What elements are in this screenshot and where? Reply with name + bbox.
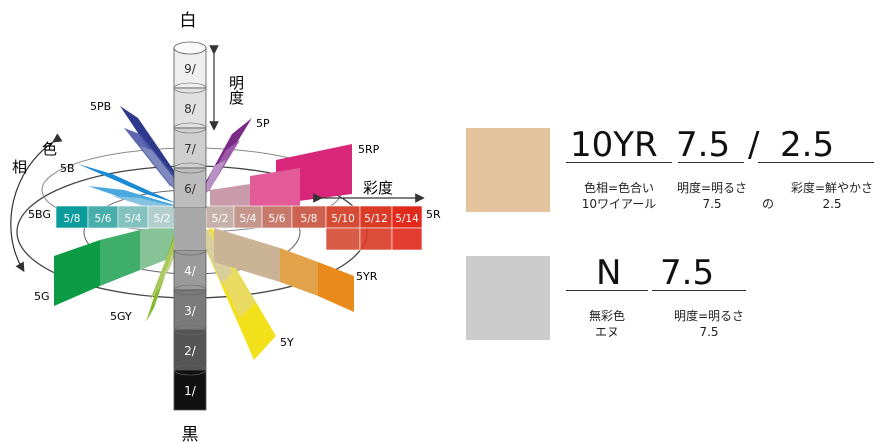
- hue-label-5p: 5P: [256, 117, 270, 130]
- value-segment-rim: [173, 162, 207, 174]
- notation-value-7-5: 7.5: [676, 125, 731, 165]
- hue-arc-arrow: [10, 133, 63, 273]
- caption-neutral-value: 明度=明るさ 7.5: [664, 308, 754, 340]
- value-segment-rim: [173, 82, 207, 94]
- underline-value: [678, 162, 744, 163]
- caption-hue-line1: 色相=色合い: [583, 181, 655, 195]
- caption-neutral-hue: 無彩色 エヌ: [566, 308, 648, 340]
- value-segment-rim: [173, 364, 207, 376]
- chroma-cell-label: 5/8: [64, 213, 81, 225]
- caption-value-line2: 7.5: [702, 197, 722, 211]
- caption-chroma-line1: 彩度=鮮やかさ: [790, 181, 874, 195]
- lightness-label: 明度: [227, 75, 245, 105]
- chroma-cell-label: 5/12: [364, 213, 388, 225]
- hue-label-5r: 5R: [426, 208, 441, 221]
- caption-chroma-line2: 2.5: [822, 197, 842, 211]
- value-segment-rim: [173, 324, 207, 336]
- hue-label-5gy: 5GY: [110, 310, 132, 323]
- notation-value-7-5-neutral: 7.5: [660, 253, 715, 293]
- blade-5p: [198, 118, 252, 198]
- chroma-cell-label: 5/2: [212, 213, 229, 225]
- chroma-cell-label: 5/6: [269, 213, 286, 225]
- caption-hue-line2: 10ワイアール: [581, 197, 657, 211]
- value-step-label: 3/: [184, 304, 197, 318]
- blade-5yr: [214, 228, 354, 312]
- value-segment-6: [173, 167, 207, 209]
- black-label: 黒: [182, 425, 199, 443]
- value-segment-8: [173, 87, 207, 129]
- value-column: 9/8/7/6/4/3/2/1/: [173, 41, 207, 411]
- value-step-label: 1/: [184, 384, 197, 398]
- hue-label-5bg: 5BG: [28, 208, 51, 221]
- chroma-cell-label: 5/6: [95, 213, 112, 225]
- notation-hue-10yr: 10YR: [570, 125, 658, 165]
- hue-label-5b: 5B: [60, 162, 75, 175]
- notation-chroma-2-5: 2.5: [780, 125, 835, 165]
- value-step-label: 8/: [184, 102, 197, 116]
- connector-no: の: [761, 197, 774, 211]
- chroma-row-5r: 5/2 5/4 5/6 5/8 5/10 5/12 5/14: [205, 205, 423, 251]
- value-step-label: 6/: [184, 182, 197, 196]
- hue-label-char-2: 相: [12, 158, 27, 176]
- chroma-cell-side: [325, 227, 361, 251]
- white-label: 白: [180, 11, 197, 31]
- value-segment-7: [173, 127, 207, 169]
- hue-label-5y: 5Y: [280, 336, 294, 349]
- notation-hue-n: N: [596, 253, 622, 293]
- chroma-cell-label: 5/8: [301, 213, 318, 225]
- value-step-label: 4/: [184, 264, 197, 278]
- blade-5rp: [210, 144, 352, 214]
- chroma-cell-label: 5/2: [154, 213, 171, 225]
- hue-label-5yr: 5YR: [356, 270, 378, 283]
- value-segment-3: [173, 289, 207, 331]
- hue-label-char-1: 色: [42, 140, 57, 158]
- value-step-label: 9/: [184, 62, 197, 76]
- hue-label-5g: 5G: [34, 290, 50, 303]
- value-step-label: 2/: [184, 344, 197, 358]
- underline-neutral-hue: [566, 290, 648, 291]
- hue-label-5pb: 5PB: [90, 100, 111, 113]
- chroma-label: 彩度: [363, 179, 393, 197]
- caption-neutral-hue-line1: 無彩色: [588, 309, 625, 323]
- caption-chroma: 彩度=鮮やかさ 2.5: [784, 180, 880, 212]
- chroma-cell-label: 5/14: [395, 213, 419, 225]
- chroma-cell-label: 5/10: [331, 213, 355, 225]
- caption-hue: 色相=色合い 10ワイアール: [566, 180, 672, 212]
- notation-slash: /: [748, 125, 760, 165]
- caption-neutral-value-line2: 7.5: [699, 325, 719, 339]
- value-segment-rim: [173, 122, 207, 134]
- value-step-label: 7/: [184, 142, 197, 156]
- column-top-cap: [173, 41, 207, 55]
- chroma-cell-label: 5/4: [125, 213, 142, 225]
- value-segment-5: [174, 208, 206, 250]
- value-segment-rim: [173, 284, 207, 296]
- value-segment-1: [173, 369, 207, 411]
- caption-neutral-hue-line2: エヌ: [594, 325, 619, 339]
- chroma-cell-side: [391, 227, 423, 251]
- underline-hue: [566, 162, 672, 163]
- value-segment-9: [173, 47, 207, 89]
- underline-neutral-value: [652, 290, 746, 291]
- blade-5b: [78, 164, 180, 208]
- swatch-neutral: [466, 256, 550, 340]
- swatch-10yr: [466, 128, 550, 212]
- caption-value: 明度=明るさ 7.5: [672, 180, 752, 212]
- munsell-color-solid-diagram: 5/2 5/4 5/6 5/8 5/10 5/12 5/14 5/8 5/6 5/4 5/2 9/…: [10, 11, 441, 443]
- caption-value-line1: 明度=明るさ: [676, 181, 748, 195]
- chroma-row-5bg: 5/8 5/6 5/4 5/2: [55, 205, 177, 229]
- underline-chroma: [758, 162, 874, 163]
- chroma-cell-label: 5/4: [240, 213, 257, 225]
- hue-label-5rp: 5RP: [358, 143, 380, 156]
- chroma-cell-side: [359, 227, 393, 251]
- caption-neutral-value-line1: 明度=明るさ: [673, 309, 745, 323]
